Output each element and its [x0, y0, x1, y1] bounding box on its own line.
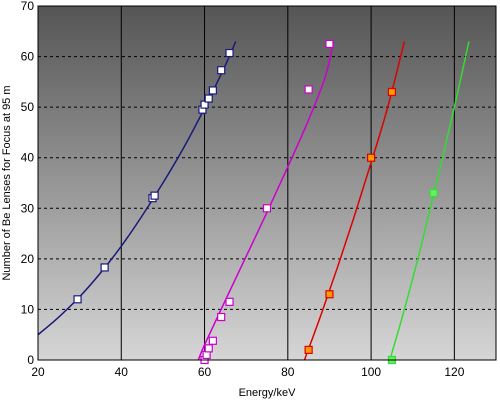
series-line-4 — [389, 41, 470, 360]
y-tick-label: 0 — [27, 353, 34, 367]
data-point-series-2 — [217, 312, 226, 322]
x-axis-label: Energy/keV — [239, 387, 297, 399]
y-tick-label: 70 — [21, 0, 35, 13]
data-point-series-1 — [150, 191, 159, 200]
data-point-series-1 — [100, 263, 109, 272]
x-tick-label: 120 — [444, 365, 464, 379]
y-tick-label: 30 — [21, 201, 35, 215]
data-point-series-2 — [202, 350, 211, 360]
data-point-series-2 — [204, 344, 213, 353]
data-point-series-1 — [208, 86, 217, 95]
data-point-series-1 — [225, 48, 234, 58]
x-tick-label: 40 — [115, 365, 129, 379]
data-point-series-1 — [204, 94, 213, 103]
data-point-series-3 — [325, 290, 334, 299]
x-tick-label: 100 — [361, 365, 381, 379]
data-point-series-2 — [325, 39, 334, 49]
data-point-series-1 — [200, 100, 209, 109]
x-tick-label: 60 — [198, 365, 212, 379]
data-point-series-2 — [262, 204, 272, 213]
x-tick-label: 20 — [31, 365, 45, 379]
y-tick-label: 10 — [21, 302, 35, 316]
tick-labels: 20 40 60 80 100 120 0 10 20 30 40 50 60 70 — [21, 0, 465, 379]
series-line-3 — [303, 41, 406, 360]
data-point-series-4 — [429, 189, 438, 198]
data-point-series-1 — [217, 66, 226, 75]
y-tick-label: 60 — [21, 50, 35, 64]
x-tick-label: 80 — [281, 365, 295, 379]
y-axis-label: Number of Be Lenses for Focus at 95 m — [1, 85, 13, 280]
plot-frame — [37, 5, 497, 361]
y-tick-label: 50 — [21, 100, 35, 114]
plot-background — [37, 5, 497, 361]
data-point-series-2 — [208, 336, 217, 345]
data-point-series-3 — [387, 87, 397, 97]
data-point-series-2 — [304, 85, 313, 94]
data-point-series-3 — [366, 153, 376, 162]
data-point-series-2 — [225, 297, 234, 306]
y-tick-label: 20 — [21, 252, 35, 266]
data-point-series-1 — [73, 295, 82, 304]
data-point-series-3 — [304, 345, 313, 354]
y-tick-label: 40 — [21, 151, 35, 165]
